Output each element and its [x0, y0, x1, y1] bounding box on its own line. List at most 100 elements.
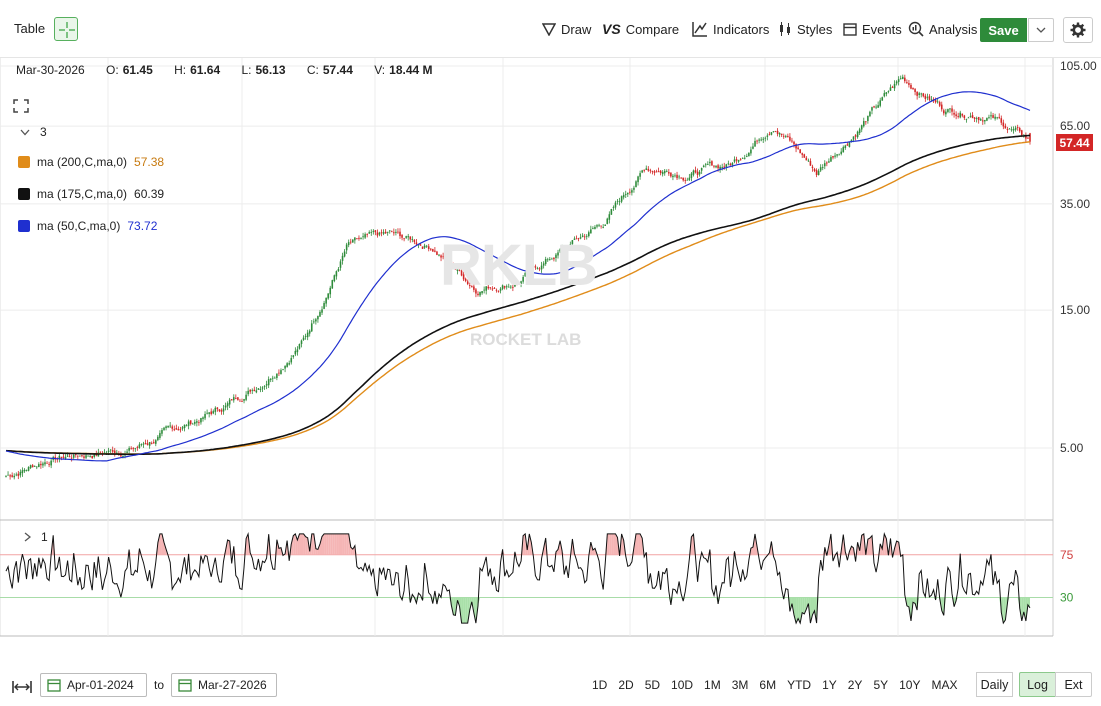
overbought-fill: [303, 533, 306, 555]
candle: [473, 283, 475, 293]
candle: [38, 462, 40, 468]
candle: [590, 225, 592, 234]
analysis-button[interactable]: Analysis: [908, 19, 977, 39]
candle: [230, 398, 233, 401]
oscillator-levels: [0, 554, 1053, 598]
candle: [489, 287, 492, 290]
candle: [1010, 126, 1013, 132]
candle: [352, 239, 354, 243]
candle: [366, 233, 368, 238]
candle: [70, 454, 73, 462]
candle: [89, 454, 91, 458]
period-max[interactable]: MAX: [931, 678, 958, 692]
candle: [97, 448, 100, 457]
period-1y[interactable]: 1Y: [822, 678, 837, 692]
candle: [313, 318, 315, 324]
start-date-field[interactable]: Apr-01-2024: [40, 673, 147, 697]
legend-toggle[interactable]: 3: [20, 125, 164, 139]
save-options-dropdown[interactable]: [1028, 18, 1054, 42]
candle: [296, 346, 299, 356]
candle: [464, 277, 467, 283]
period-6m[interactable]: 6M: [759, 678, 777, 692]
candle: [741, 157, 744, 159]
candle: [945, 108, 947, 117]
period-2y[interactable]: 2Y: [847, 678, 863, 692]
end-date-field[interactable]: Mar-27-2026: [171, 673, 277, 697]
draw-button[interactable]: Draw: [542, 19, 591, 39]
log-scale-button[interactable]: Log: [1019, 672, 1056, 697]
candle: [159, 430, 161, 440]
legend-item-ma175[interactable]: ma (175,C,ma,0) 60.39: [18, 183, 164, 205]
candle: [858, 127, 861, 136]
gridlines: [0, 58, 1054, 637]
interval-button[interactable]: Daily: [976, 672, 1013, 697]
period-1m[interactable]: 1M: [704, 678, 721, 692]
candle: [280, 368, 282, 375]
candle: [988, 114, 990, 120]
period-selector: 1D 2D 5D 10D 1M 3M 6M YTD 1Y 2Y 5Y 10Y M…: [592, 678, 969, 692]
indicators-button[interactable]: Indicators: [692, 19, 769, 39]
candle: [616, 199, 619, 205]
candle: [910, 83, 912, 90]
compare-button[interactable]: VS Compare: [602, 19, 679, 39]
period-5y[interactable]: 5Y: [873, 678, 889, 692]
candle: [142, 441, 145, 448]
overbought-fill: [691, 534, 694, 555]
oversold-fill: [463, 597, 466, 624]
legend-item-ma50[interactable]: ma (50,C,ma,0) 73.72: [18, 215, 164, 237]
period-2d[interactable]: 2D: [618, 678, 634, 692]
period-10d[interactable]: 10D: [671, 678, 694, 692]
table-toggle-button[interactable]: [54, 17, 78, 41]
oversold-fill: [461, 597, 464, 624]
candle: [867, 115, 869, 124]
candle: [193, 419, 196, 426]
styles-button[interactable]: Styles: [778, 19, 832, 39]
candle: [1014, 125, 1017, 132]
legend-item-ma200[interactable]: ma (200,C,ma,0) 57.38: [18, 151, 164, 173]
candle: [503, 285, 506, 290]
candle: [274, 376, 276, 379]
save-button[interactable]: Save: [980, 18, 1027, 42]
candle: [522, 275, 524, 284]
candle: [261, 386, 264, 392]
period-1d[interactable]: 1D: [592, 678, 608, 692]
period-5d[interactable]: 5D: [644, 678, 661, 692]
candle: [393, 228, 395, 236]
candle: [140, 443, 143, 447]
candle: [772, 131, 775, 133]
overbought-fill: [161, 533, 165, 555]
extended-hours-button[interactable]: Ext: [1055, 672, 1092, 697]
candle: [302, 335, 305, 341]
settings-button[interactable]: [1063, 17, 1093, 43]
candle: [920, 92, 923, 98]
range-icon[interactable]: [12, 679, 32, 695]
candle: [134, 447, 137, 452]
indicator-legend[interactable]: 1: [24, 530, 48, 544]
candle: [629, 188, 631, 195]
candle: [1004, 123, 1007, 129]
overbought-fill: [352, 545, 355, 555]
compare-icon: VS: [602, 21, 621, 37]
table-label[interactable]: Table: [14, 21, 46, 36]
events-button[interactable]: Events: [843, 19, 902, 39]
candle: [212, 409, 215, 415]
overbought-fill: [311, 533, 314, 555]
candle: [801, 152, 804, 159]
expand-icon[interactable]: [12, 98, 30, 114]
candle: [5, 475, 7, 478]
candle: [707, 161, 709, 166]
close-label: C:: [306, 63, 319, 77]
candle: [292, 354, 295, 359]
candle: [150, 441, 153, 445]
candle: [364, 232, 366, 239]
period-ytd[interactable]: YTD: [787, 678, 812, 692]
candle: [869, 110, 871, 118]
oversold-fill: [806, 597, 809, 610]
period-10y[interactable]: 10Y: [899, 678, 921, 692]
period-3m[interactable]: 3M: [731, 678, 749, 692]
candle: [729, 162, 732, 166]
candle: [507, 283, 510, 288]
candle: [665, 169, 668, 173]
candle: [401, 234, 403, 241]
